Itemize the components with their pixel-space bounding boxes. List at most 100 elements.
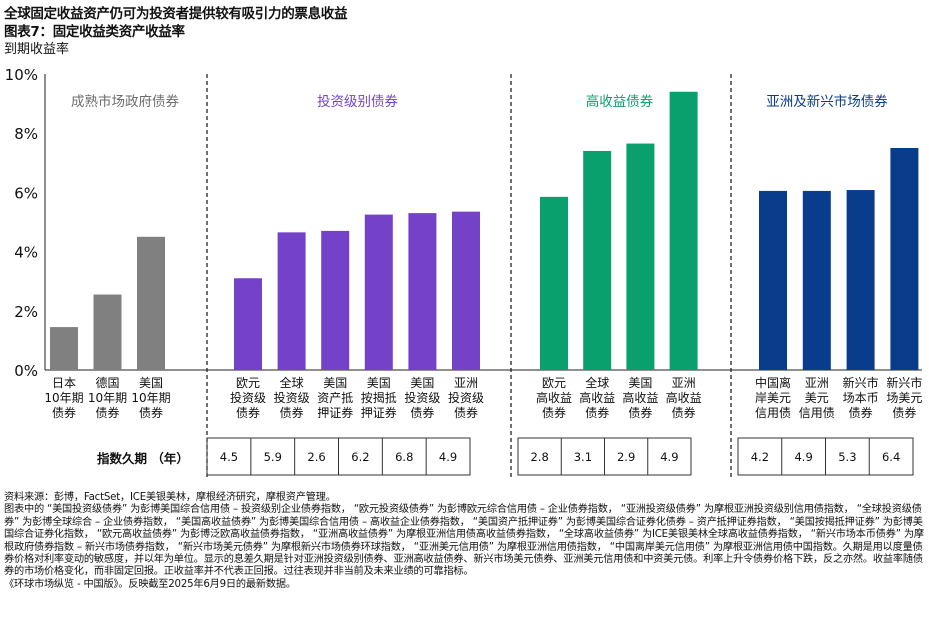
x-tick-label: 信用债 [799, 406, 835, 420]
x-tick-label: 新兴市 [843, 375, 879, 390]
duration-value: 4.2 [751, 450, 769, 464]
bar [846, 190, 875, 370]
x-tick-label: 高收益 [666, 390, 702, 405]
footnotes: 资料来源：彭博，FactSet，ICE美银美林，摩根经济研究，摩根资产管理。 图… [4, 492, 924, 591]
bar [669, 91, 698, 370]
x-tick-label: 债券 [280, 405, 304, 420]
x-tick-label: 场美元 [886, 391, 922, 405]
x-tick-label: 债券 [628, 405, 652, 420]
x-tick-label: 债券 [849, 405, 873, 420]
x-tick-label: 全球 [585, 375, 609, 390]
x-tick-label: 亚洲 [805, 376, 829, 390]
duration-value: 2.8 [530, 450, 548, 464]
group-header: 高收益债券 [586, 93, 654, 110]
x-tick-label: 债券 [410, 405, 434, 420]
yield-bar-chart: 0%2%4%6%8%10%成熟市场政府债券日本10年期债券德国10年期债券美国1… [5, 66, 922, 478]
duration-value: 4.9 [439, 450, 457, 464]
x-tick-label: 债券 [892, 405, 916, 420]
y-tick-label: 4% [14, 244, 38, 262]
x-tick-label: 岸美元 [755, 391, 791, 405]
bar [321, 230, 350, 370]
bar [759, 190, 787, 370]
group-header: 投资级别债券 [317, 94, 398, 110]
bar [50, 327, 78, 370]
x-tick-label: 按揭抵 [361, 390, 397, 405]
x-tick-label: 全球 [280, 375, 304, 390]
x-tick-label: 投资级 [448, 390, 484, 405]
x-tick-label: 高收益 [579, 390, 615, 405]
bar [277, 232, 306, 370]
x-tick-label: 债券 [236, 405, 260, 420]
x-tick-label: 信用债 [755, 406, 791, 420]
x-tick-label: 押证券 [361, 405, 397, 420]
x-tick-label: 债券 [672, 405, 696, 420]
duration-row-label: 指数久期 （年） [97, 451, 189, 466]
bar [452, 211, 480, 370]
x-tick-label: 亚洲 [672, 376, 696, 390]
bar [540, 196, 568, 370]
body-note: 图表中的 “美国投资级债券” 为彭博美国综合信用债 – 投资级别企业债券指数， … [4, 504, 924, 578]
x-tick-label: 美国 [628, 376, 652, 390]
bar [890, 148, 919, 370]
x-tick-label: 美国 [410, 376, 434, 390]
x-tick-label: 投资级 [230, 390, 266, 405]
source-note: 资料来源：彭博，FactSet，ICE美银美林，摩根经济研究，摩根资产管理。 [4, 492, 336, 503]
x-tick-label: 高收益 [536, 390, 572, 405]
bar [408, 213, 437, 370]
x-tick-label: 10年期 [44, 391, 83, 405]
x-tick-label: 10年期 [88, 391, 127, 405]
bar [364, 214, 393, 370]
x-tick-label: 10年期 [131, 391, 170, 405]
bar [802, 190, 831, 370]
x-tick-label: 美国 [367, 376, 391, 390]
chart-subtitle: 图表7：固定收益类资产收益率 [4, 24, 185, 40]
footer-note: 《环球市场纵览 - 中国版》。反映截至2025年6月9日的最新数据。 [4, 578, 296, 590]
duration-value: 6.8 [395, 450, 413, 464]
x-tick-label: 资产抵 [317, 391, 353, 405]
duration-value: 3.1 [574, 450, 592, 464]
x-tick-label: 美元 [805, 391, 829, 405]
bar [93, 294, 122, 370]
duration-value: 5.3 [838, 450, 856, 464]
group-header: 成熟市场政府债券 [71, 93, 179, 110]
y-tick-label: 2% [14, 303, 38, 321]
x-tick-label: 债券 [139, 405, 163, 420]
group-header: 亚洲及新兴市场债券 [766, 93, 888, 110]
bar [626, 143, 655, 370]
x-tick-label: 债券 [454, 405, 478, 420]
x-tick-label: 债券 [542, 405, 566, 420]
x-tick-label: 美国 [139, 376, 163, 390]
duration-value: 4.9 [660, 450, 678, 464]
y-tick-label: 8% [14, 125, 38, 143]
x-tick-label: 押证券 [317, 405, 353, 420]
y-tick-label: 6% [14, 184, 38, 202]
x-tick-label: 德国 [95, 375, 119, 390]
x-tick-label: 欧元 [542, 376, 566, 390]
x-tick-label: 债券 [95, 405, 119, 420]
y-axis-title: 到期收益率 [4, 42, 70, 57]
duration-value: 6.4 [882, 450, 900, 464]
x-tick-label: 欧元 [236, 376, 260, 390]
x-tick-label: 场本币 [843, 391, 879, 405]
duration-value: 4.9 [794, 450, 812, 464]
bar [137, 236, 165, 370]
x-tick-label: 债券 [52, 405, 76, 420]
x-tick-label: 亚洲 [454, 376, 478, 390]
bar [583, 150, 612, 370]
y-tick-label: 0% [14, 362, 38, 380]
x-tick-label: 新兴市 [886, 375, 922, 390]
x-tick-label: 高收益 [622, 390, 658, 405]
x-tick-label: 美国 [323, 376, 347, 390]
x-tick-label: 债券 [585, 405, 609, 420]
duration-value: 2.9 [617, 450, 635, 464]
duration-value: 5.9 [264, 450, 282, 464]
y-tick-label: 10% [5, 66, 38, 84]
x-tick-label: 投资级 [404, 390, 440, 405]
x-tick-label: 中国离 [755, 375, 791, 390]
duration-value: 6.2 [351, 450, 369, 464]
x-tick-label: 投资级 [274, 390, 310, 405]
duration-value: 2.6 [307, 450, 325, 464]
chart-title: 全球固定收益资产仍可为投资者提供较有吸引力的票息收益 [4, 6, 348, 22]
x-tick-label: 日本 [52, 376, 76, 390]
bar [234, 278, 262, 370]
